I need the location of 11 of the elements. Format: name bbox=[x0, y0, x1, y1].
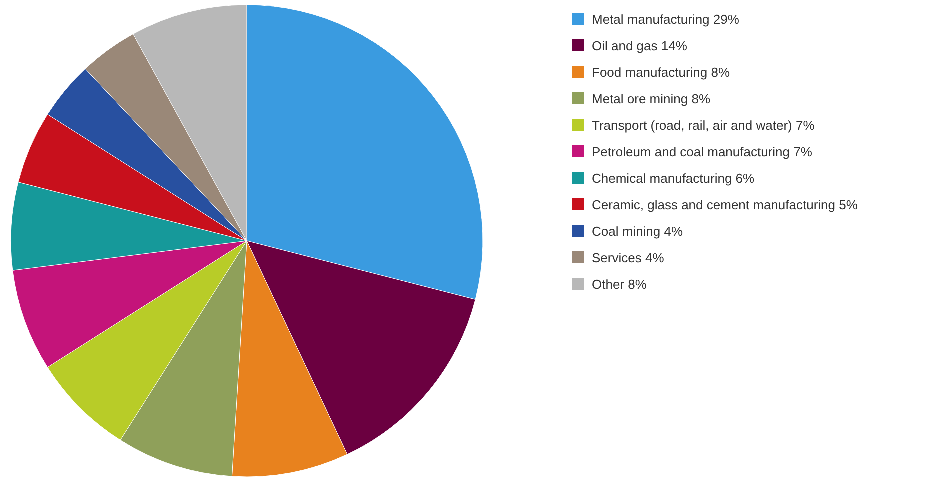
legend-label: Metal manufacturing 29% bbox=[592, 12, 740, 27]
legend-label: Oil and gas 14% bbox=[592, 38, 688, 54]
legend-label: Ceramic, glass and cement manufacturing 5% bbox=[592, 198, 858, 212]
legend-label: Other 8% bbox=[592, 277, 648, 292]
legend-label: Food manufacturing 8% bbox=[592, 65, 730, 80]
legend-label: Metal ore mining 8% bbox=[592, 92, 711, 106]
legend-label: Transport (road, rail, air and water) 7% bbox=[592, 118, 816, 133]
legend-label: Petroleum and coal manufacturing 7% bbox=[592, 144, 813, 160]
legend-label: Chemical manufacturing 6% bbox=[592, 171, 756, 186]
legend-label: Coal mining 4% bbox=[592, 224, 684, 239]
legend-label: Services 4% bbox=[592, 250, 665, 266]
